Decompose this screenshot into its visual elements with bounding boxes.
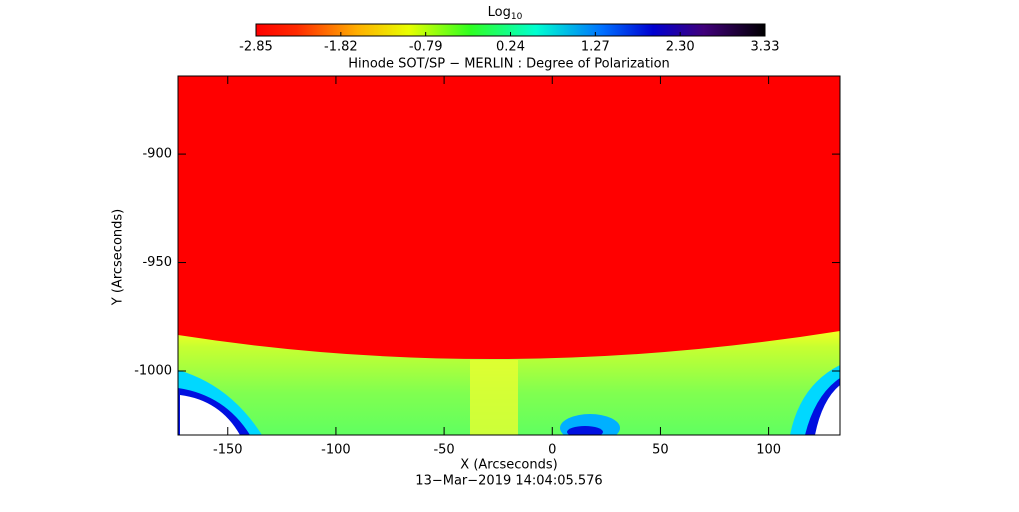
solar-image	[178, 76, 840, 435]
y-tick-label: -1000	[134, 364, 172, 379]
colorbar-tick-label: -0.79	[409, 40, 443, 55]
colorbar-tick-label: -1.82	[324, 40, 358, 55]
colorbar-title-main: Log	[488, 5, 511, 20]
x-tick-label: -100	[321, 443, 351, 458]
colorbar-tick-label: -2.85	[239, 40, 273, 55]
y-axis-label: Y (Arcseconds)	[111, 209, 126, 306]
x-tick-label: 0	[548, 443, 556, 458]
colorbar-title: Log10	[488, 5, 523, 22]
x-tick-label: -150	[213, 443, 243, 458]
chart-title: Hinode SOT/SP − MERLIN : Degree of Polar…	[348, 57, 670, 72]
y-tick-label: -900	[142, 147, 172, 162]
x-tick-label: 50	[652, 443, 669, 458]
plot-frame	[177, 75, 841, 436]
colorbar-tick-label: 0.24	[496, 40, 525, 55]
colorbar-tick-label: 1.27	[581, 40, 610, 55]
x-tick-label: -50	[433, 443, 454, 458]
colorbar-tick-label: 3.33	[751, 40, 780, 55]
y-tick-label: -950	[142, 255, 172, 270]
colorbar-title-sub: 10	[511, 12, 523, 22]
colorbar-tick-label: 2.30	[666, 40, 695, 55]
x-tick-label: 100	[756, 443, 781, 458]
x-axis-label: X (Arcseconds)	[460, 458, 557, 473]
footer-date: 13−Mar−2019 14:04:05.576	[415, 474, 602, 489]
